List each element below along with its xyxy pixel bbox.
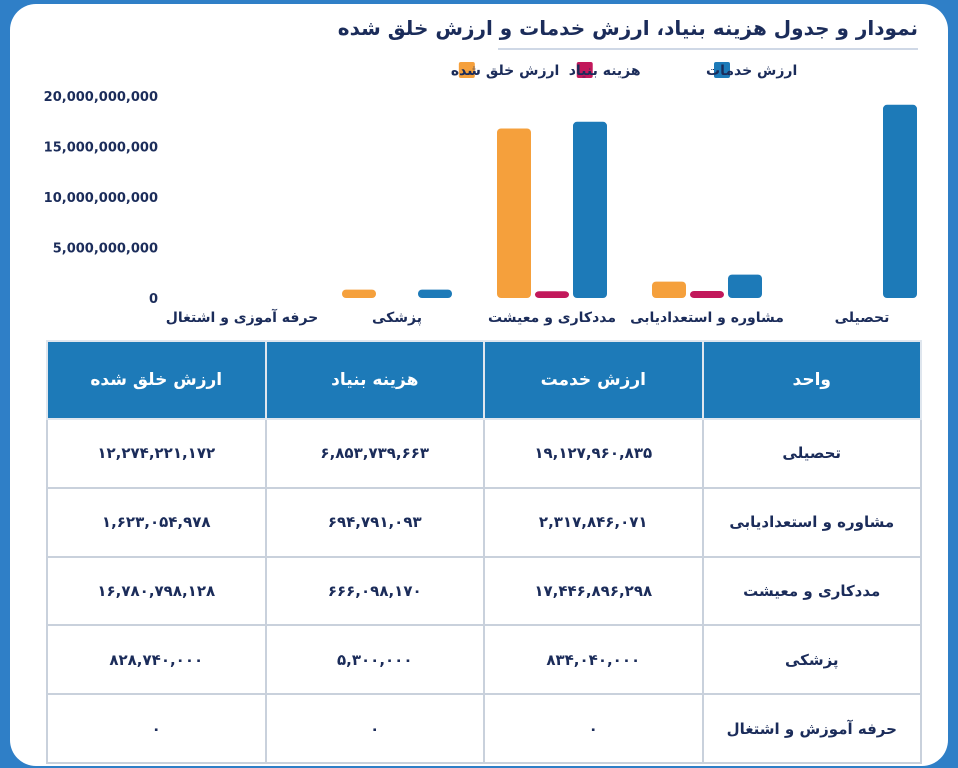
header-foundation-cost: هزینه بنیاد (264, 340, 485, 420)
legend-swatch (576, 62, 593, 78)
header-unit: واحد (701, 340, 922, 420)
bar-service-value (883, 104, 917, 299)
table-row: پزشکی ۸۳۴,۰۴۰,۰۰۰ ۵,۳۰۰,۰۰۰ ۸۲۸,۷۴۰,۰۰۰ (46, 624, 922, 696)
bar-foundation-cost (690, 290, 724, 298)
cell-service-value: ۰ (483, 693, 704, 764)
cell-created-value: ۱۶,۷۸۰,۷۹۸,۱۲۸ (46, 555, 267, 627)
y-tick-label: 15,000,000,000 (44, 141, 158, 156)
x-tick-label: پزشکی (372, 310, 422, 326)
cell-foundation-cost: ۶۹۴,۷۹۱,۰۹۳ (264, 486, 485, 558)
cell-service-value: ۱۷,۴۴۶,۸۹۶,۲۹۸ (483, 555, 704, 627)
y-tick-label: 20,000,000,000 (44, 90, 158, 105)
bar-service-value (728, 274, 762, 298)
cell-foundation-cost: ۶۶۶,۰۹۸,۱۷۰ (264, 555, 485, 627)
cell-foundation-cost: ۶,۸۵۳,۷۳۹,۶۶۳ (264, 418, 485, 489)
legend-swatch (458, 62, 475, 78)
legend-label: ارزش خلق شده (451, 63, 560, 79)
cell-foundation-cost: ۰ (264, 693, 485, 764)
cell-created-value: ۱۲,۲۷۴,۲۲۱,۱۷۲ (46, 418, 267, 489)
x-tick-label: تحصیلی (835, 310, 890, 326)
header-service-value: ارزش خدمت (483, 340, 704, 420)
bar-service-value (418, 289, 452, 298)
x-tick-label: مشاوره و استعدادیابی (630, 310, 784, 326)
cell-service-value: ۲,۳۱۷,۸۴۶,۰۷۱ (483, 486, 704, 558)
bar-created-value (652, 281, 686, 298)
cell-service-value: ۱۹,۱۲۷,۹۶۰,۸۳۵ (483, 418, 704, 489)
y-tick-label: 5,000,000,000 (53, 242, 158, 257)
cell-unit: مددکاری و معیشت (701, 555, 922, 627)
page-title: نمودار و جدول هزینه بنیاد، ارزش خدمات و … (337, 16, 919, 40)
cell-foundation-cost: ۵,۳۰۰,۰۰۰ (264, 624, 485, 696)
bar-created-value (497, 128, 531, 298)
cell-created-value: ۸۲۸,۷۴۰,۰۰۰ (46, 624, 267, 696)
card: نمودار و جدول هزینه بنیاد، ارزش خدمات و … (10, 4, 948, 766)
cell-unit: تحصیلی (701, 418, 922, 489)
x-tick-label: حرفه آموزی و اشتغال (166, 308, 319, 326)
header-created-value: ارزش خلق شده (46, 340, 267, 420)
legend-label: ارزش خدمات (706, 63, 797, 79)
y-tick-label: 10,000,000,000 (44, 191, 158, 206)
cell-created-value: ۱,۶۲۳,۰۵۴,۹۷۸ (46, 486, 267, 558)
title-underline (498, 48, 918, 50)
bar-created-value (342, 289, 376, 298)
bar-foundation-cost (535, 291, 569, 298)
data-table: واحد ارزش خدمت هزینه بنیاد ارزش خلق شده … (46, 340, 922, 764)
table-row: مشاوره و استعدادیابی ۲,۳۱۷,۸۴۶,۰۷۱ ۶۹۴,۷… (46, 486, 922, 558)
cell-service-value: ۸۳۴,۰۴۰,۰۰۰ (483, 624, 704, 696)
y-tick-label: 0 (149, 292, 158, 307)
table-header-row: واحد ارزش خدمت هزینه بنیاد ارزش خلق شده (46, 340, 922, 420)
table-row: مددکاری و معیشت ۱۷,۴۴۶,۸۹۶,۲۹۸ ۶۶۶,۰۹۸,۱… (46, 555, 922, 627)
cell-created-value: ۰ (46, 693, 267, 764)
bar-service-value (573, 121, 607, 298)
x-tick-label: مددکاری و معیشت (488, 310, 616, 326)
bar-chart: 0 5,000,000,000 10,000,000,000 15,000,000,0… (44, 62, 917, 326)
legend-swatch (714, 62, 730, 78)
cell-unit: پزشکی (701, 624, 922, 696)
legend-label: هزینه بنیاد (569, 63, 641, 79)
cell-unit: حرفه آموزش و اشتغال (701, 693, 922, 764)
cell-unit: مشاوره و استعدادیابی (701, 486, 922, 558)
table-row: تحصیلی ۱۹,۱۲۷,۹۶۰,۸۳۵ ۶,۸۵۳,۷۳۹,۶۶۳ ۱۲,۲… (46, 418, 922, 489)
table-row: حرفه آموزش و اشتغال ۰ ۰ ۰ (46, 693, 922, 764)
